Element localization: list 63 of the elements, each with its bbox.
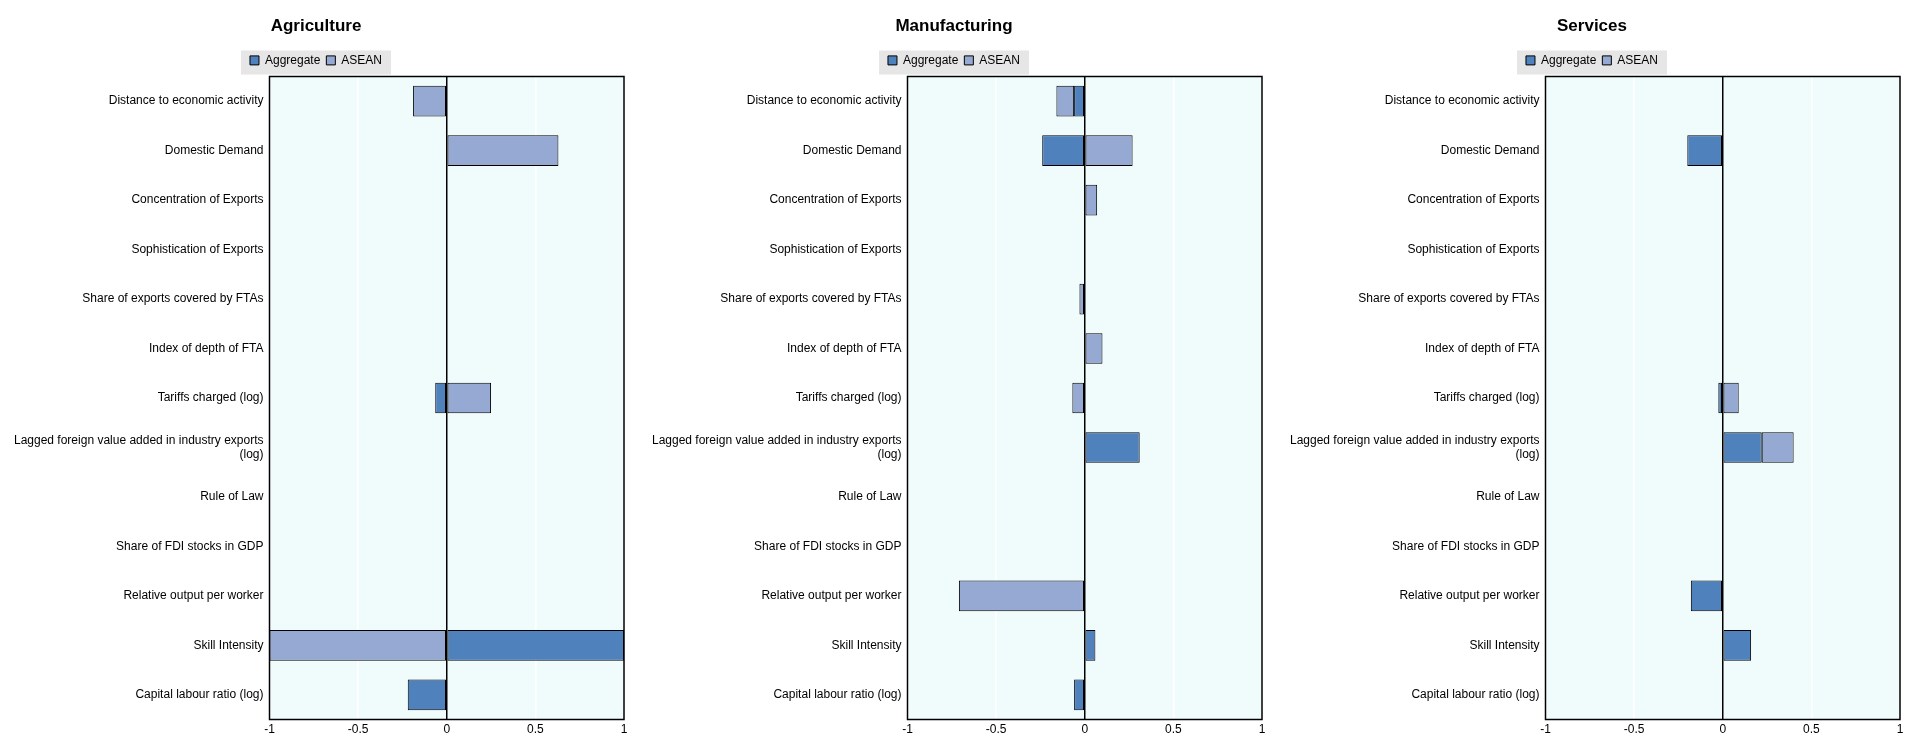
x-tick-label: -0.5 bbox=[1623, 722, 1645, 737]
x-tick-label: 1 bbox=[1896, 722, 1904, 737]
y-tick-label: Rule of Law bbox=[1476, 489, 1540, 504]
y-tick-label: Lagged foreign value added in industry exports (log) bbox=[1289, 432, 1540, 461]
y-tick-label: Concentration of Exports bbox=[769, 192, 902, 207]
y-tick-label: Share of FDI stocks in GDP bbox=[754, 538, 902, 553]
y-tick-label: Relative output per worker bbox=[761, 588, 902, 603]
y-tick-label: Distance to economic activity bbox=[1384, 93, 1540, 108]
y-tick-label: Distance to economic activity bbox=[746, 93, 902, 108]
y-tick-label: Concentration of Exports bbox=[131, 192, 264, 207]
y-tick-label: Capital labour ratio (log) bbox=[773, 687, 902, 702]
x-tick-label: -1 bbox=[264, 722, 276, 737]
y-tick-label: Tariffs charged (log) bbox=[1433, 390, 1540, 405]
x-tick-label: 0 bbox=[1719, 722, 1727, 737]
y-tick-label: Domestic Demand bbox=[1440, 142, 1540, 157]
legend-label: Aggregate bbox=[264, 52, 321, 67]
y-tick-label: Share of FDI stocks in GDP bbox=[1392, 538, 1540, 553]
y-tick-label: Index of depth of FTA bbox=[148, 340, 264, 355]
chart-title: Services bbox=[1557, 15, 1627, 35]
y-tick-label: Rule of Law bbox=[838, 489, 902, 504]
x-tick-label: 0.5 bbox=[1803, 722, 1821, 737]
y-tick-label: Share of exports covered by FTAs bbox=[82, 291, 264, 306]
y-tick-label: Sophistication of Exports bbox=[1407, 241, 1540, 256]
legend-label: Aggregate bbox=[1540, 52, 1597, 67]
x-tick-label: 1 bbox=[620, 722, 628, 737]
legend-label: ASEAN bbox=[1617, 52, 1659, 67]
x-tick-label: -0.5 bbox=[985, 722, 1007, 737]
x-tick-label: 0.5 bbox=[1165, 722, 1183, 737]
y-tick-label: Distance to economic activity bbox=[108, 93, 264, 108]
x-tick-label: -1 bbox=[1540, 722, 1552, 737]
x-tick-label: 0.5 bbox=[527, 722, 545, 737]
legend-label: ASEAN bbox=[341, 52, 383, 67]
y-tick-label: Capital labour ratio (log) bbox=[135, 687, 264, 702]
y-tick-label: Tariffs charged (log) bbox=[795, 390, 902, 405]
y-tick-label: Relative output per worker bbox=[1399, 588, 1540, 603]
y-tick-label: Lagged foreign value added in industry exports (log) bbox=[13, 432, 264, 461]
x-tick-label: 1 bbox=[1258, 722, 1266, 737]
x-tick-label: -1 bbox=[902, 722, 914, 737]
y-tick-label: Skill Intensity bbox=[1469, 637, 1540, 652]
y-tick-label: Capital labour ratio (log) bbox=[1411, 687, 1540, 702]
y-tick-label: Share of exports covered by FTAs bbox=[720, 291, 902, 306]
y-tick-label: Domestic Demand bbox=[802, 142, 902, 157]
chart-title: Manufacturing bbox=[895, 15, 1013, 35]
y-tick-label: Tariffs charged (log) bbox=[157, 390, 264, 405]
legend-label: ASEAN bbox=[979, 52, 1021, 67]
y-tick-label: Index of depth of FTA bbox=[786, 340, 902, 355]
y-tick-label: Sophistication of Exports bbox=[769, 241, 902, 256]
y-tick-label: Share of FDI stocks in GDP bbox=[116, 538, 264, 553]
y-tick-label: Rule of Law bbox=[200, 489, 264, 504]
legend-label: Aggregate bbox=[902, 52, 959, 67]
y-tick-label: Sophistication of Exports bbox=[131, 241, 264, 256]
y-tick-label: Lagged foreign value added in industry exports (log) bbox=[651, 432, 902, 461]
y-tick-label: Skill Intensity bbox=[831, 637, 902, 652]
x-tick-label: -0.5 bbox=[347, 722, 369, 737]
x-tick-label: 0 bbox=[1081, 722, 1089, 737]
y-tick-label: Index of depth of FTA bbox=[1424, 340, 1540, 355]
y-tick-label: Concentration of Exports bbox=[1407, 192, 1540, 207]
y-tick-label: Share of exports covered by FTAs bbox=[1358, 291, 1540, 306]
chart-title: Agriculture bbox=[270, 15, 362, 35]
y-tick-label: Relative output per worker bbox=[123, 588, 264, 603]
y-tick-label: Domestic Demand bbox=[164, 142, 264, 157]
x-tick-label: 0 bbox=[443, 722, 451, 737]
y-tick-label: Skill Intensity bbox=[193, 637, 264, 652]
